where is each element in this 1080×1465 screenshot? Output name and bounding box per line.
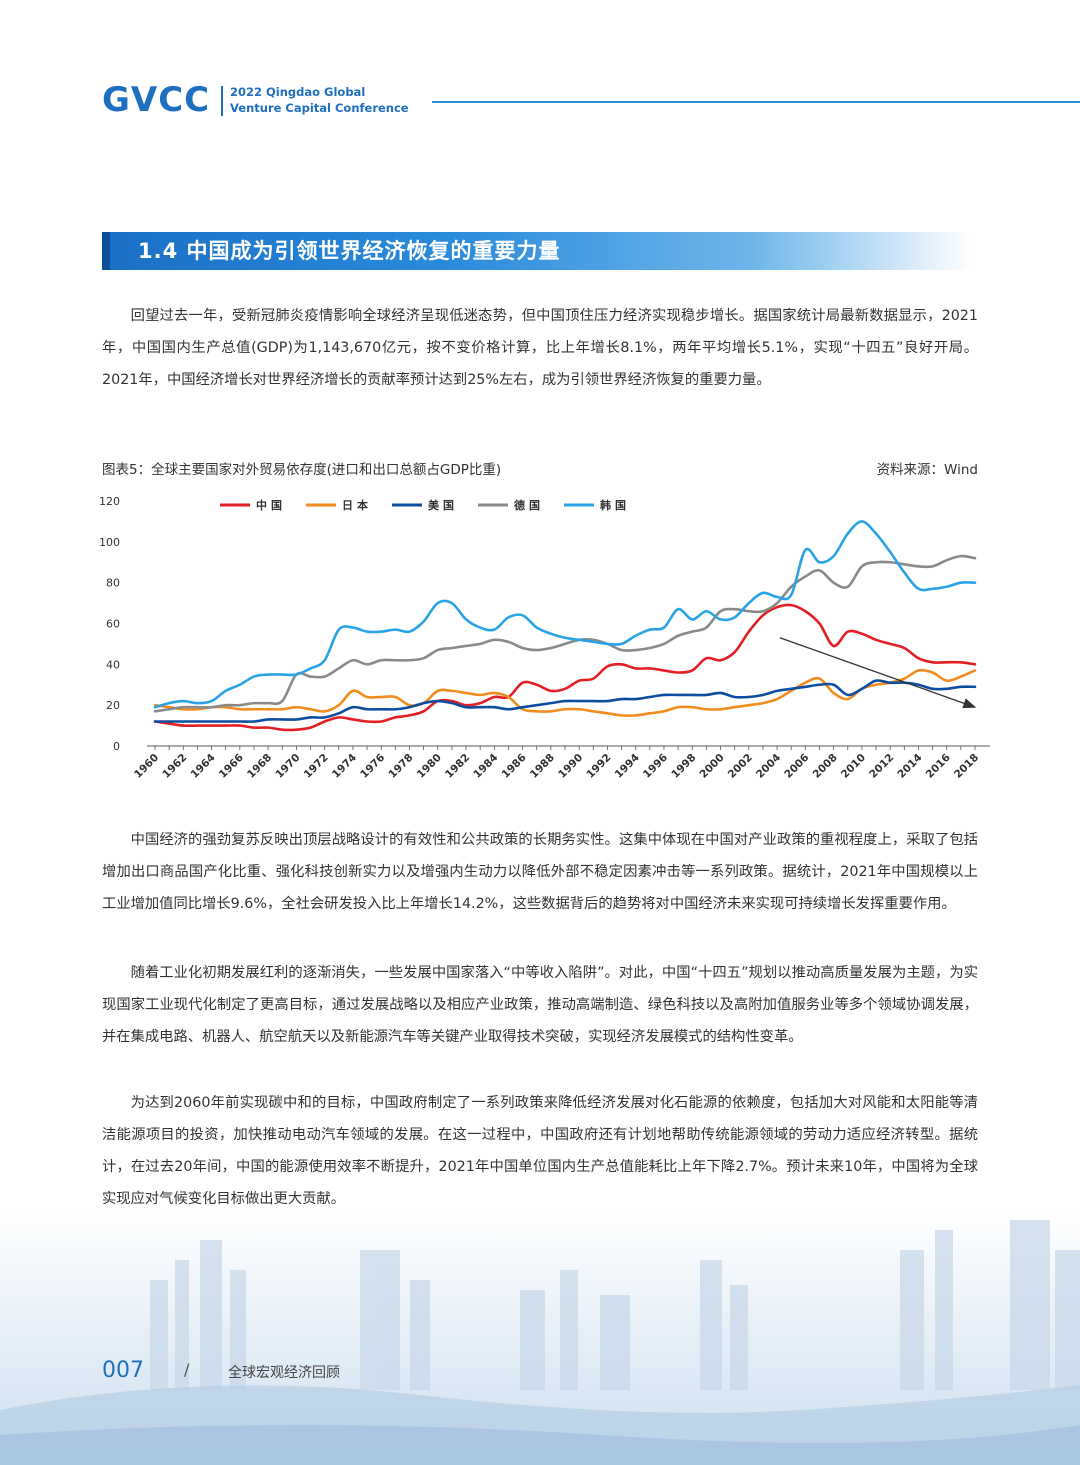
page-slash: / <box>184 1360 190 1379</box>
x-tick-label: 1962 <box>160 752 189 781</box>
x-tick-label: 1998 <box>669 752 698 781</box>
legend-label: 德国 <box>513 498 544 512</box>
x-tick-label: 1992 <box>584 752 613 781</box>
header-rule <box>432 101 1080 103</box>
section-title-accent <box>102 232 110 270</box>
legend-label: 美国 <box>428 498 458 512</box>
legend-label: 韩国 <box>600 498 630 512</box>
x-tick-label: 1984 <box>471 752 500 781</box>
series-line-韩国 <box>153 520 977 709</box>
y-tick-label: 40 <box>106 658 120 671</box>
y-tick-label: 0 <box>113 740 120 753</box>
y-tick-label: 100 <box>99 536 120 549</box>
x-tick-label: 1972 <box>302 752 331 781</box>
paragraph-4: 为达到2060年前实现碳中和的目标，中国政府制定了一系列政策来降低经济发展对化石… <box>102 1095 978 1207</box>
x-tick-label: 1986 <box>500 752 529 781</box>
x-tick-label: 1974 <box>330 752 359 781</box>
x-tick-label: 2002 <box>726 752 755 781</box>
series-line-日本 <box>153 668 977 717</box>
y-tick-label: 120 <box>99 495 120 508</box>
x-tick-label: 2018 <box>952 752 981 781</box>
series-line-德国 <box>153 554 977 713</box>
x-tick-label: 1994 <box>613 752 642 781</box>
x-tick-label: 1976 <box>358 752 387 781</box>
x-tick-label: 2008 <box>811 752 840 781</box>
x-axis-labels: 1960 1962 1964 1966 1968 1970 1972 1974 1976 1978… <box>132 752 981 781</box>
x-axis <box>147 745 990 750</box>
section-title: 1.4 中国成为引领世界经济恢复的重要力量 <box>138 239 561 263</box>
series-line-美国 <box>153 679 977 723</box>
x-tick-label: 1964 <box>189 752 218 781</box>
y-tick-label: 20 <box>106 699 120 712</box>
city-skyline-image <box>0 1220 1080 1465</box>
x-tick-label: 1978 <box>386 752 415 781</box>
paragraph-2: 中国经济的强劲复苏反映出顶层战略设计的有效性和公共政策的长期务实性。这集中体现在… <box>102 832 978 912</box>
conference-name: 2022 Qingdao Global Venture Capital Conf… <box>230 84 409 116</box>
series-line-中国 <box>153 603 977 732</box>
logo-divider <box>221 86 223 116</box>
x-tick-label: 1996 <box>641 752 670 781</box>
x-tick-label: 2000 <box>697 752 726 781</box>
x-tick-label: 1982 <box>443 752 472 781</box>
x-tick-label: 2014 <box>895 752 924 781</box>
y-axis-labels: 0 20 40 60 80 100 120 <box>99 495 120 753</box>
x-tick-label: 2016 <box>924 752 953 781</box>
legend-label: 日本 <box>342 498 372 512</box>
trade-dependence-chart: 0 20 40 60 80 100 120 1960 1962 1964 1966 1968 1970… <box>99 495 990 781</box>
paragraph-3: 随着工业化初期发展红利的逐渐消失，一些发展中国家落入“中等收入陷阱”。对此，中国… <box>102 965 978 1045</box>
x-tick-label: 1970 <box>273 752 302 781</box>
x-tick-label: 2004 <box>754 752 783 781</box>
x-tick-label: 2010 <box>839 752 868 781</box>
page-header: GVCC 2022 Qingdao Global Venture Capital… <box>0 0 1080 140</box>
y-tick-label: 60 <box>106 618 120 631</box>
chart-caption: 图表5：全球主要国家对外贸易依存度(进口和出口总额占GDP比重) <box>102 462 502 478</box>
x-tick-label: 2012 <box>867 752 896 781</box>
legend-label: 中国 <box>256 498 286 512</box>
gvcc-logo: GVCC <box>102 80 211 120</box>
section-title-bar <box>102 232 972 270</box>
chart-source: 资料来源：Wind <box>876 462 978 478</box>
x-tick-label: 1966 <box>217 752 246 781</box>
chart-legend: 中国 日本 美国 德国 韩国 <box>220 498 630 512</box>
x-tick-label: 1990 <box>556 752 585 781</box>
series-lines <box>153 520 977 732</box>
y-tick-label: 80 <box>106 577 120 590</box>
x-tick-label: 1988 <box>528 752 557 781</box>
x-tick-label: 1980 <box>415 752 444 781</box>
conference-name-line2: Venture Capital Conference <box>230 101 409 115</box>
footer-section-name: 全球宏观经济回顾 <box>228 1365 340 1381</box>
conference-name-line1: 2022 Qingdao Global <box>230 85 366 99</box>
x-tick-label: 1968 <box>245 752 274 781</box>
x-tick-label: 1960 <box>132 752 161 781</box>
page-number: 007 <box>102 1358 144 1383</box>
paragraph-1: 回望过去一年，受新冠肺炎疫情影响全球经济呈现低迷态势，但中国顶住压力经济实现稳步… <box>102 308 978 388</box>
x-tick-label: 2006 <box>782 752 811 781</box>
trend-arrow <box>779 637 977 709</box>
